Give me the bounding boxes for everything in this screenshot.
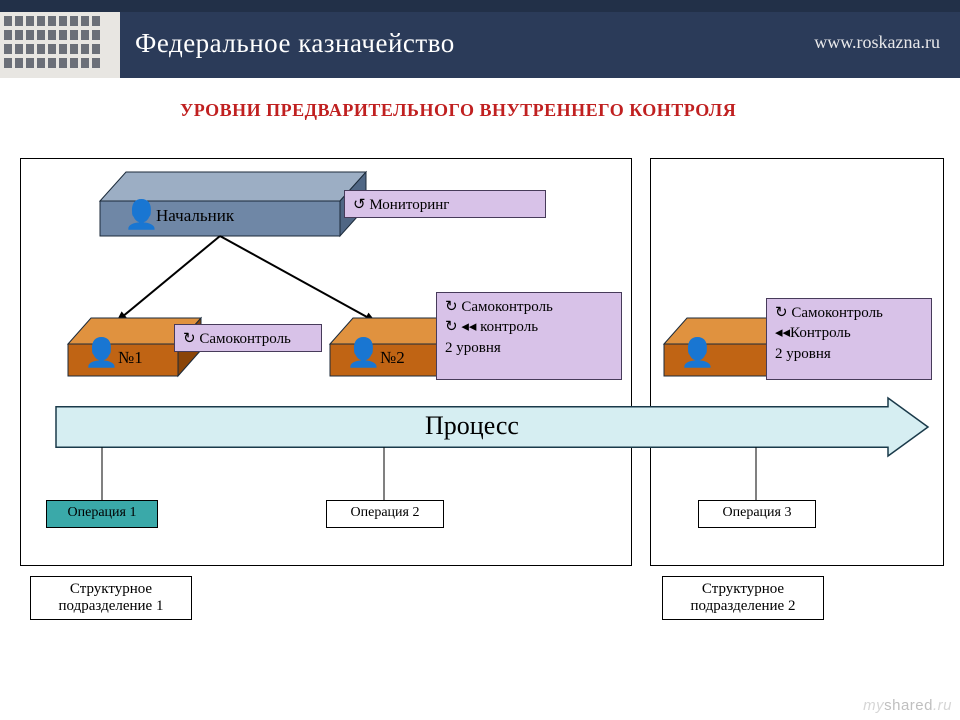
person-icon: 👤 xyxy=(84,336,119,370)
control-tag: ↻ Самоконтроль xyxy=(174,324,322,352)
unit-box: Структурноеподразделение 1 xyxy=(30,576,192,620)
operation-box: Операция 1 xyxy=(46,500,158,528)
operation-box: Операция 3 xyxy=(698,500,816,528)
person-icon: 👤 xyxy=(680,336,715,370)
monitoring-text: Мониторинг xyxy=(369,197,449,213)
monitoring-box: ↺ Мониторинг xyxy=(344,190,546,218)
person-icon: 👤 xyxy=(346,336,381,370)
refresh-icon: ↺ xyxy=(353,196,366,213)
control-tag: ↻ Самоконтроль↻ ◂◂ контроль2 уровня xyxy=(436,292,622,380)
watermark: myshared.ru xyxy=(863,697,952,714)
operation-box: Операция 2 xyxy=(326,500,444,528)
boss-label: Начальник xyxy=(156,206,234,226)
person-icon: 👤 xyxy=(124,198,159,232)
control-tag: ↻ Самоконтроль◂◂Контроль2 уровня xyxy=(766,298,932,380)
worker-number: №1 xyxy=(118,348,143,368)
unit-box: Структурноеподразделение 2 xyxy=(662,576,824,620)
process-arrow-label: Процесс xyxy=(56,411,888,441)
worker-number: №2 xyxy=(380,348,405,368)
